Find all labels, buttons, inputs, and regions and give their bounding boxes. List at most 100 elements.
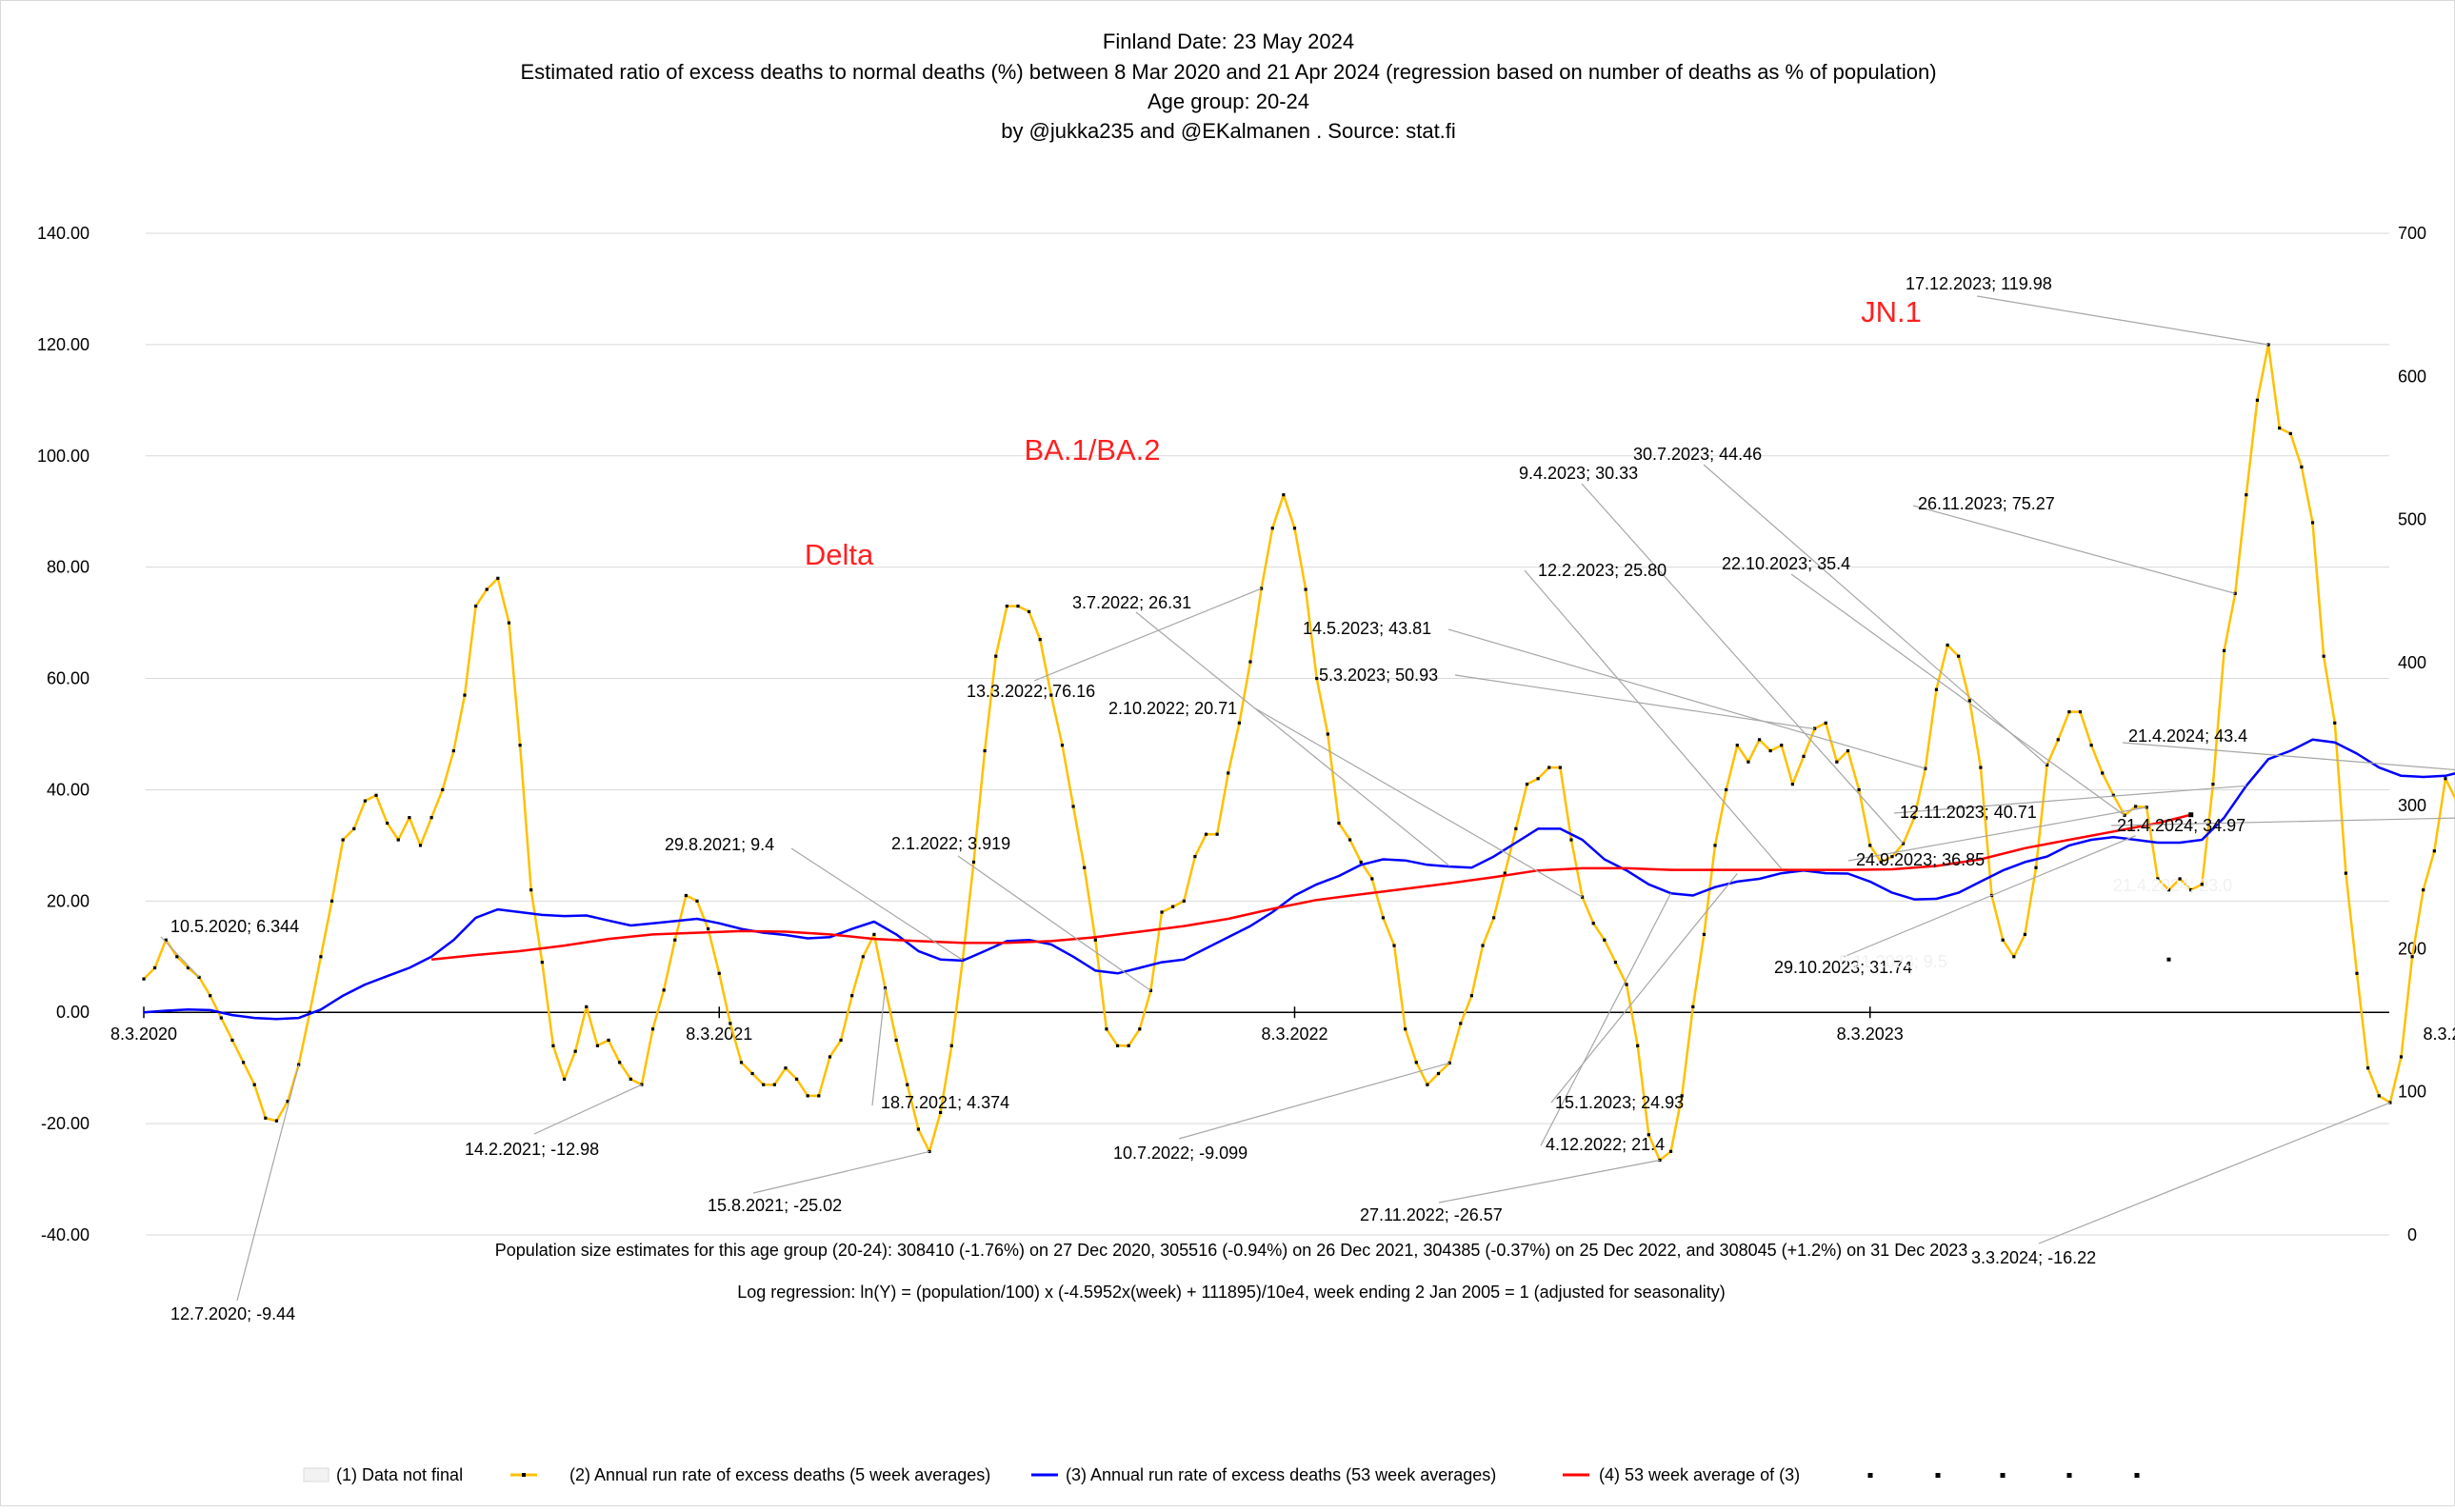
chart-title: Finland Date: 23 May 2024 Estimated ratio…	[520, 30, 1936, 143]
series-marker-point	[352, 827, 355, 830]
series-marker-point	[1825, 722, 1827, 725]
annotation-label: 21.4.2024; 34.97	[2117, 816, 2245, 835]
series-marker-point	[2411, 955, 2414, 958]
series-marker-point	[430, 816, 433, 819]
series-marker-point	[1327, 732, 1329, 735]
series-marker-point	[1171, 905, 1174, 908]
annotation-label: 30.7.2023; 44.46	[1633, 445, 1762, 464]
series-marker-point	[2090, 744, 2093, 746]
series-marker-point	[319, 955, 322, 958]
legend-swatch-marker	[522, 1473, 526, 1477]
annotation-label: 18.7.2021; 4.374	[881, 1093, 1009, 1112]
annotation-label: 29.8.2021; 9.4	[665, 835, 774, 854]
y-right-tick-label: 400	[2398, 653, 2426, 672]
series-marker-point	[574, 1050, 577, 1053]
series-marker-point	[1305, 587, 1307, 590]
annotation-label: 12.2.2023; 25.80	[1538, 561, 1667, 580]
series-marker-point	[1868, 844, 1871, 846]
series-marker-point	[2355, 972, 2358, 975]
series-marker-point	[1071, 805, 1074, 807]
series-marker-point	[839, 1039, 842, 1042]
series-marker-point	[1370, 877, 1373, 880]
series-marker-point	[529, 888, 532, 891]
series-marker-point	[1039, 638, 1042, 641]
legend-label: (3) Annual run rate of excess deaths (53…	[1066, 1465, 1496, 1484]
series-marker-point	[1128, 1044, 1130, 1047]
series-marker-point	[397, 838, 400, 841]
annotation-label: 2.10.2022; 20.71	[1108, 699, 1237, 718]
annotation-label: 21.4.2024; 43.4	[2128, 726, 2247, 746]
variant-label: JN.1	[1861, 295, 1922, 328]
series-marker-point	[563, 1078, 566, 1081]
annotation-leader-line	[1255, 708, 1583, 897]
series-marker-point	[596, 1044, 599, 1047]
series-marker-point	[330, 900, 333, 903]
series-marker-point	[2057, 738, 2060, 741]
population-note: Population size estimates for this age g…	[495, 1241, 1968, 1260]
series-marker-point	[2345, 872, 2347, 875]
series-marker-point	[828, 1055, 831, 1058]
y-left-tick-label: 120.00	[37, 335, 90, 354]
series-marker-point	[1559, 766, 1562, 768]
series-marker-point	[1160, 910, 1163, 913]
series-marker-point	[1846, 749, 1849, 752]
series-marker-point	[486, 587, 489, 590]
title-line: Estimated ratio of excess deaths to norm…	[520, 60, 1936, 84]
series-marker-point	[663, 988, 666, 991]
annotation-leader-line	[1977, 296, 2268, 345]
series-marker-point	[585, 1005, 588, 1008]
series-marker-point	[984, 749, 987, 752]
annotation-label: 12.7.2020; -9.44	[170, 1304, 295, 1323]
series-marker-point	[2433, 849, 2436, 852]
annotation-leader-line	[958, 856, 1150, 990]
series-marker-point	[1061, 744, 1064, 746]
series-marker-point	[1360, 861, 1363, 864]
annotation-leader-line	[1179, 1063, 1449, 1139]
series-marker-point	[1636, 1044, 1639, 1047]
annotation-leader-line	[1439, 1161, 1660, 1203]
series-marker-point	[1569, 838, 1572, 841]
series-marker-point	[695, 900, 698, 903]
annotation-label: 12.11.2023; 40.71	[1900, 803, 2037, 822]
series-marker-point	[1459, 1022, 1462, 1025]
legend-label: (1) Data not final	[336, 1465, 463, 1484]
series-marker-point	[2278, 427, 2281, 429]
annotation-label: 14.5.2023; 43.81	[1303, 619, 1431, 638]
y-left-tick-label: 80.00	[47, 558, 90, 577]
series-marker-point	[2422, 888, 2425, 891]
series-marker-point	[1116, 1044, 1119, 1047]
series-marker-point	[1392, 944, 1395, 946]
series-marker-point	[142, 978, 145, 981]
legend-dot-marker	[2001, 1473, 2006, 1478]
series-marker-point	[1282, 493, 1285, 496]
y-left-tick-label: 20.00	[47, 891, 90, 910]
annotation-leader-line	[534, 1084, 642, 1134]
series-marker-point	[762, 1084, 765, 1086]
series-marker-point	[2134, 805, 2137, 807]
x-tick-label: 8.3.2020	[110, 1025, 177, 1044]
annotation-leader-line	[1791, 574, 2125, 815]
annotation-label: 17.12.2023; 119.98	[1906, 274, 2052, 293]
series-marker-point	[1614, 961, 1617, 964]
series-marker-point	[242, 1061, 245, 1064]
annotation-label: 2.1.2022; 3.919	[891, 834, 1010, 853]
series-marker-point	[729, 1022, 731, 1025]
series-marker-point	[807, 1094, 809, 1097]
title-line: Finland Date: 23 May 2024	[1103, 30, 1354, 53]
series-marker-point	[1271, 527, 1274, 529]
series-marker-point	[1337, 822, 1340, 825]
series-marker-point	[1736, 744, 1739, 746]
series-marker-point	[541, 961, 544, 964]
y-right-tick-label: 600	[2398, 367, 2426, 386]
series-marker-point	[2311, 521, 2314, 524]
series-marker-point	[253, 1084, 256, 1086]
series-marker-point	[419, 844, 422, 846]
series-marker-point	[220, 1016, 223, 1019]
series-marker-point	[2002, 939, 2005, 942]
series-marker-point	[773, 1084, 776, 1086]
series-marker-point	[364, 800, 367, 803]
series-marker-point	[850, 994, 853, 997]
annotation-label: 24.9.2023; 36.85	[1856, 850, 1985, 869]
series-marker-point	[1537, 777, 1540, 780]
